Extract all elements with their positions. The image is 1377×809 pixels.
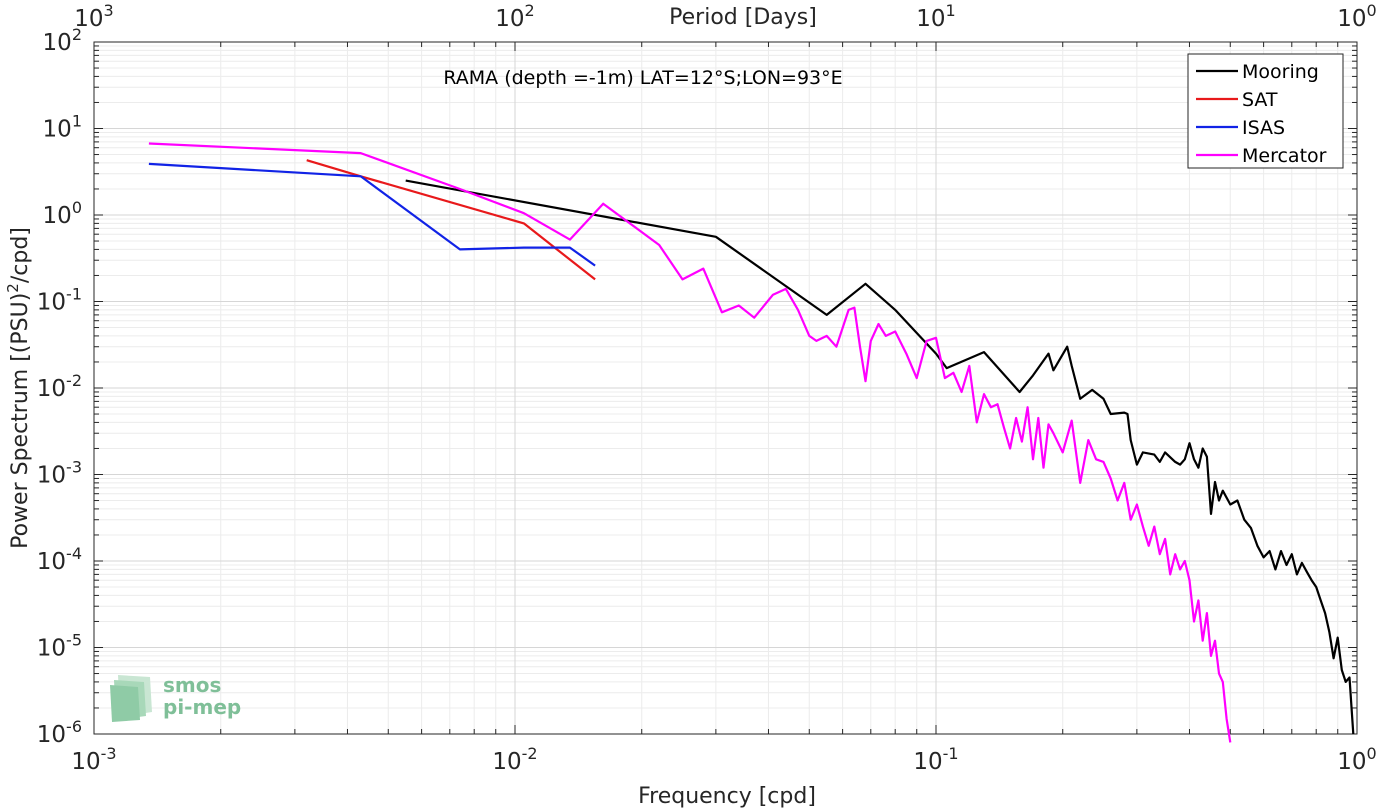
top-axis-title: Period [Days] [669,5,817,30]
y-tick-label: 102 [43,25,82,56]
x-tick-label: 10-1 [913,744,958,775]
axis-ticks [93,41,1358,735]
top-tick-label: 103 [74,1,113,32]
y-tick-label: 10-2 [37,371,82,402]
y-tick-labels: 102 101 100 10-1 10-2 10-3 10-4 10-5 10-6 [37,25,82,748]
chart-annotation: RAMA (depth =-1m) LAT=12°S;LON=93°E [443,67,842,89]
y-axis-title-sup: 2 [4,283,22,293]
top-tick-labels: 103 102 101 100 [74,1,1376,32]
series-line-sat [306,159,596,281]
y-tick-label: 10-4 [37,544,82,575]
y-tick-label: 10-6 [37,717,82,748]
series-line-mooring [405,179,1355,735]
y-tick-label: 10-3 [37,458,82,489]
legend-box [1187,53,1344,169]
logo-mark-icon [110,675,152,722]
series-layer [148,142,1355,743]
x-tick-label: 10-2 [492,744,537,775]
x-tick-labels: 10-3 10-2 10-1 100 [71,744,1376,775]
y-axis-title-main: Power Spectrum [(PSU) [8,293,33,549]
top-tick-label: 102 [495,1,534,32]
series-line-isas [148,162,596,267]
x-tick-label: 10-3 [71,744,116,775]
legend-label-isas: ISAS [1242,117,1285,139]
y-tick-label: 10-1 [37,285,82,316]
x-axis-title: Frequency [cpd] [638,784,816,809]
y-tick-label: 100 [43,198,82,229]
logo-line2: pi-mep [163,695,241,719]
legend-label-mooring: Mooring [1242,61,1319,83]
y-axis-title: Power Spectrum [(PSU)2/cpd] [4,227,33,549]
smos-pi-mep-logo: smos pi-mep [110,673,241,722]
y-axis-title-tail: /cpd] [8,227,33,283]
top-tick-label: 100 [1337,1,1376,32]
legend-label-mercator: Mercator [1242,145,1327,167]
x-tick-label: 100 [1337,744,1376,775]
top-tick-label: 101 [916,1,955,32]
legend-label-sat: SAT [1242,89,1278,111]
logo-line1: smos [163,673,221,697]
legend: Mooring SAT ISAS Mercator [1187,53,1344,169]
y-tick-label: 10-5 [37,631,82,662]
y-tick-label: 101 [43,112,82,143]
series-line-mercator [148,142,1232,743]
